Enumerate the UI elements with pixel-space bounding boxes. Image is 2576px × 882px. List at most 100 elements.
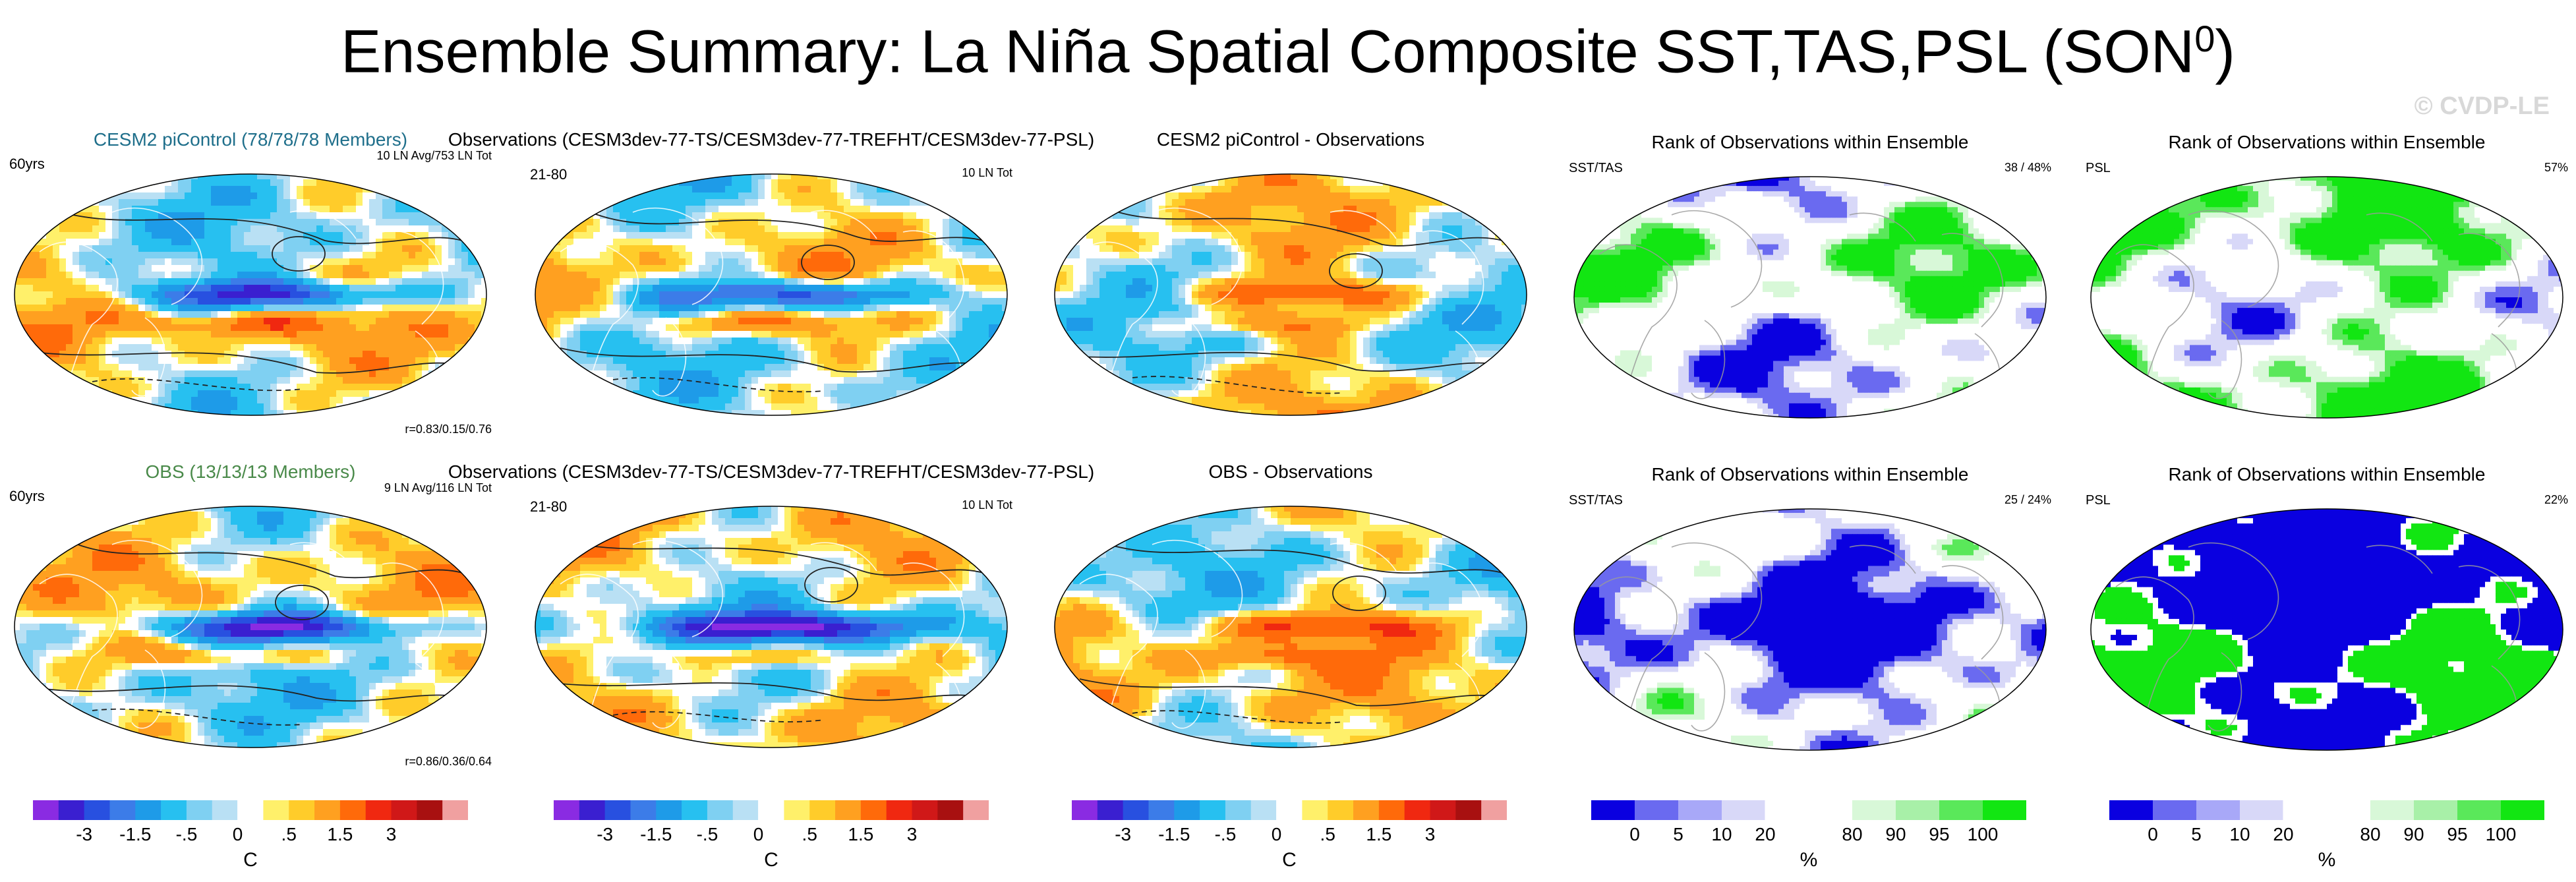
colorbar-swatch <box>109 800 136 820</box>
colorbar-tick-label: 10 <box>2229 824 2250 845</box>
globe-map <box>1054 173 1527 416</box>
globe-map <box>535 173 1008 416</box>
globe-map <box>2090 508 2563 751</box>
colorbar-tick-label: 1.5 <box>848 824 873 845</box>
colorbar-tick-label: 1.5 <box>327 824 353 845</box>
colorbar-swatch <box>682 800 708 820</box>
colorbar-swatch <box>1225 800 1252 820</box>
colorbar-swatch <box>1635 800 1679 820</box>
colorbar-tick-label: 5 <box>2191 824 2202 845</box>
panel-left-label: PSL <box>2086 161 2111 176</box>
panel-r1c1: CESM2 piControl (78/78/78 Members) 60yrs… <box>7 129 494 446</box>
colorbar-tick-label: 3 <box>907 824 918 845</box>
colorbar-swatch <box>339 800 366 820</box>
psl-contours <box>39 544 475 726</box>
colorbar-swatch <box>912 800 938 820</box>
colorbar-temp-3: -3 -1.5 -.5 0 .5 1.5 3 C <box>1072 800 1507 873</box>
panel-correlation-label: r=0.83/0.15/0.76 <box>405 423 492 436</box>
colorbar-swatch <box>1148 800 1175 820</box>
colorbar-swatch <box>135 800 161 820</box>
globe-map <box>535 506 1008 748</box>
globe-map <box>14 173 487 416</box>
panel-right-label: 57% <box>2544 161 2568 175</box>
colorbar-swatch <box>1353 800 1380 820</box>
colorbar-tick-label: -1.5 <box>640 824 672 845</box>
panel-title: Rank of Observations within Ensemble <box>2083 132 2571 153</box>
psl-contours <box>560 212 996 393</box>
colorbar-swatch <box>1174 800 1200 820</box>
colorbar-tick-label: -.5 <box>1215 824 1237 845</box>
panel-title: CESM2 piControl (78/78/78 Members) <box>7 129 494 150</box>
colorbar-swatch <box>1123 800 1149 820</box>
colorbar-tick-labels: 0 5 10 20 80 90 95 100 <box>1591 824 2026 850</box>
panel-left-label: SST/TAS <box>1569 493 1623 508</box>
coastlines <box>1598 210 2004 399</box>
colorbar-swatch <box>263 800 289 820</box>
colorbar-swatch <box>937 800 964 820</box>
colorbar-tick-label: 80 <box>2360 824 2380 845</box>
globe-map <box>1573 508 2047 751</box>
colorbar-swatch <box>1404 800 1431 820</box>
colorbar-tick-label: 3 <box>386 824 397 845</box>
colorbar-tick-label: -3 <box>597 824 613 845</box>
colorbar-swatch <box>1678 800 1722 820</box>
colorbar-swatch <box>1328 800 1354 820</box>
colorbar-swatch <box>707 800 734 820</box>
colorbar-swatch <box>314 800 341 820</box>
panel-r1c3: CESM2 piControl - Observations <box>1047 129 1535 446</box>
colorbar-unit: C <box>1072 849 1507 871</box>
colorbar-swatches <box>554 800 989 820</box>
panel-right-label: 10 LN Tot <box>962 498 1012 512</box>
psl-contours <box>39 212 475 392</box>
panel-correlation-label: r=0.86/0.36/0.64 <box>405 755 492 769</box>
colorbar-swatch <box>1852 800 1896 820</box>
colorbar-swatch <box>579 800 606 820</box>
panel-left-label: PSL <box>2086 493 2111 508</box>
colorbar-swatch <box>1430 800 1456 820</box>
colorbar-tick-label: 90 <box>1885 824 1906 845</box>
panel-r1c4: Rank of Observations within Ensemble SST… <box>1566 132 2054 448</box>
panel-right-label: 22% <box>2544 493 2568 507</box>
globe-map <box>2090 176 2563 419</box>
colorbar-swatch <box>186 800 213 820</box>
colorbar-swatch <box>656 800 682 820</box>
colorbar-swatch <box>2153 800 2197 820</box>
colorbar-swatch <box>84 800 110 820</box>
colorbar-tick-label: 20 <box>2273 824 2293 845</box>
colorbar-swatch <box>1983 800 2026 820</box>
panel-title: Rank of Observations within Ensemble <box>2083 464 2571 485</box>
panel-right-label: 9 LN Avg/116 LN Tot <box>384 481 492 495</box>
coastlines <box>2115 542 2521 732</box>
globe-map <box>1573 176 2047 419</box>
panel-right-label: 10 LN Avg/753 LN Tot <box>377 149 492 163</box>
colorbar-tick-label: 0 <box>753 824 764 845</box>
colorbar-swatches <box>1591 800 2026 820</box>
colorbar-tick-labels: -3 -1.5 -.5 0 .5 1.5 3 <box>1072 824 1507 850</box>
colorbar-swatch <box>963 800 989 820</box>
colorbar-swatch <box>33 800 59 820</box>
colorbar-swatch <box>1200 800 1226 820</box>
colorbar-tick-label: -3 <box>76 824 92 845</box>
colorbar-unit: C <box>33 849 468 871</box>
colorbar-swatch <box>604 800 631 820</box>
colorbar-swatch <box>1808 800 1853 820</box>
colorbar-swatch <box>2196 800 2240 820</box>
colorbar-swatch <box>237 800 264 820</box>
colorbar-tick-label: -.5 <box>697 824 718 845</box>
colorbar-temp-2: -3 -1.5 -.5 0 .5 1.5 3 C <box>554 800 989 873</box>
colorbar-swatch <box>442 800 468 820</box>
colorbar-swatch <box>2501 800 2544 820</box>
colorbar-swatch <box>1722 800 1766 820</box>
panel-r2c1: OBS (13/13/13 Members) 60yrs 9 LN Avg/11… <box>7 461 494 778</box>
panel-r2c5: Rank of Observations within Ensemble PSL… <box>2083 464 2571 780</box>
colorbar-tick-label: -3 <box>1115 824 1131 845</box>
panel-left-label: 21-80 <box>530 166 567 183</box>
colorbar-swatch <box>289 800 315 820</box>
colorbar-swatch <box>1591 800 1635 820</box>
coastlines <box>39 539 444 729</box>
colorbar-rank-2: 0 5 10 20 80 90 95 100% <box>2109 800 2544 873</box>
colorbar-swatch <box>58 800 85 820</box>
colorbar-swatch <box>1455 800 1482 820</box>
colorbar-tick-label: .5 <box>1320 824 1335 845</box>
colorbar-swatch <box>1939 800 1983 820</box>
